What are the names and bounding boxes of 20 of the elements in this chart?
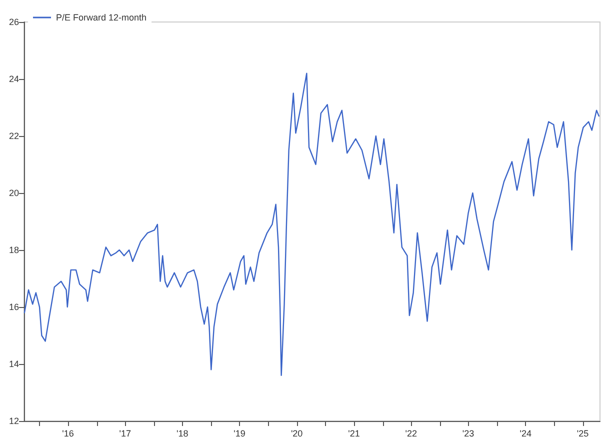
line-series [24,72,600,376]
x-tick-label: '17 [119,428,132,438]
x-tick-label: '21 [348,428,360,438]
y-tick-label: 16 [8,302,19,312]
legend-label: P/E Forward 12-month [56,12,147,22]
y-tick-label: 18 [8,245,19,255]
y-tick-label: 22 [8,131,19,141]
x-tick-label: '18 [176,428,188,438]
y-tick-label: 26 [8,17,19,27]
y-tick-label: 14 [8,359,19,369]
x-tick-label: '16 [62,428,74,438]
x-tick-label: '25 [576,428,589,438]
y-tick-label: 20 [8,188,19,198]
x-tick-label: '20 [290,428,303,438]
x-tick-label: '24 [520,428,532,438]
x-tick-label: '22 [405,428,417,438]
y-tick-label: 12 [8,416,19,426]
y-tick-label: 24 [8,74,19,84]
x-tick-label: '19 [234,428,246,438]
x-tick-label: '23 [462,428,474,438]
